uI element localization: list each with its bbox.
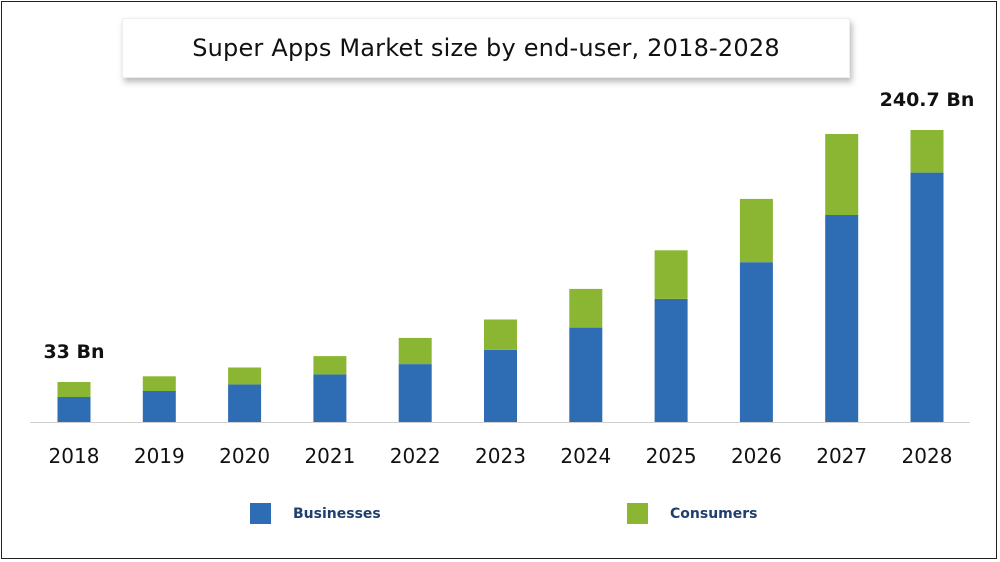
legend-item-businesses: Businesses bbox=[250, 503, 381, 524]
bar-consumers-2026 bbox=[739, 198, 773, 263]
bar-businesses-2018 bbox=[57, 397, 91, 422]
annotation-2028: 240.7 Bn bbox=[880, 89, 975, 111]
bar-businesses-2019 bbox=[142, 390, 176, 422]
bar-businesses-2028 bbox=[910, 172, 944, 422]
bar-consumers-2018 bbox=[57, 382, 91, 397]
x-tick-label-2027: 2027 bbox=[816, 444, 867, 468]
bar-consumers-2024 bbox=[569, 288, 603, 328]
bar-businesses-2024 bbox=[569, 327, 603, 422]
bar-businesses-2026 bbox=[739, 262, 773, 422]
annotation-2018: 33 Bn bbox=[43, 341, 104, 363]
x-tick-label-2026: 2026 bbox=[731, 444, 782, 468]
bar-businesses-2022 bbox=[398, 364, 432, 422]
x-tick-label-2022: 2022 bbox=[390, 444, 441, 468]
legend-label-businesses: Businesses bbox=[293, 505, 381, 522]
x-tick-label-2021: 2021 bbox=[304, 444, 355, 468]
x-tick-label-2024: 2024 bbox=[560, 444, 611, 468]
x-tick-label-2020: 2020 bbox=[219, 444, 270, 468]
chart-title-box: Super Apps Market size by end-user, 2018… bbox=[122, 18, 850, 78]
x-tick-label-2025: 2025 bbox=[646, 444, 697, 468]
bar-consumers-2019 bbox=[142, 376, 176, 391]
chart-title: Super Apps Market size by end-user, 2018… bbox=[192, 34, 780, 62]
bar-businesses-2023 bbox=[484, 349, 517, 422]
bar-consumers-2021 bbox=[313, 356, 347, 375]
legend-swatch-businesses bbox=[250, 503, 271, 524]
x-tick-label-2023: 2023 bbox=[475, 444, 526, 468]
bar-consumers-2022 bbox=[398, 337, 432, 365]
legend-item-consumers: Consumers bbox=[627, 503, 757, 524]
legend-label-consumers: Consumers bbox=[670, 505, 758, 522]
bar-consumers-2025 bbox=[654, 250, 688, 299]
legend-swatch-consumers bbox=[627, 503, 648, 524]
x-tick-label-2019: 2019 bbox=[134, 444, 185, 468]
x-tick-label-2018: 2018 bbox=[49, 444, 100, 468]
x-tick-label-2028: 2028 bbox=[902, 444, 953, 468]
bar-businesses-2020 bbox=[228, 384, 262, 422]
bar-consumers-2023 bbox=[484, 319, 517, 350]
bar-consumers-2027 bbox=[825, 134, 859, 215]
bar-businesses-2025 bbox=[654, 299, 688, 422]
bar-consumers-2020 bbox=[228, 367, 262, 385]
bar-businesses-2021 bbox=[313, 374, 347, 422]
bar-businesses-2027 bbox=[825, 215, 859, 422]
bar-consumers-2028 bbox=[910, 130, 944, 173]
